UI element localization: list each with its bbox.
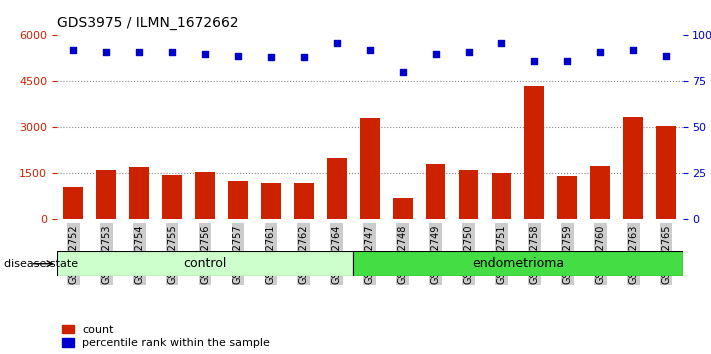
Bar: [656, 126, 676, 219]
Bar: [97, 170, 116, 219]
Point: [463, 49, 474, 55]
Bar: [129, 167, 149, 219]
Bar: [261, 183, 281, 219]
Bar: [294, 183, 314, 219]
Bar: [590, 166, 610, 219]
FancyBboxPatch shape: [353, 251, 683, 276]
Bar: [327, 158, 347, 219]
Point: [397, 69, 408, 75]
Point: [594, 49, 606, 55]
Point: [529, 58, 540, 64]
Bar: [557, 176, 577, 219]
Legend: count, percentile rank within the sample: count, percentile rank within the sample: [63, 325, 270, 348]
Text: endometrioma: endometrioma: [472, 257, 564, 270]
Point: [628, 47, 639, 53]
Bar: [426, 164, 446, 219]
Point: [134, 49, 145, 55]
Point: [364, 47, 375, 53]
Bar: [196, 172, 215, 219]
Text: control: control: [183, 257, 227, 270]
Point: [661, 53, 672, 58]
Bar: [392, 198, 412, 219]
Point: [100, 49, 112, 55]
Bar: [162, 175, 182, 219]
Bar: [459, 170, 479, 219]
Bar: [360, 118, 380, 219]
Bar: [491, 173, 511, 219]
Point: [562, 58, 573, 64]
Point: [199, 51, 210, 57]
Bar: [525, 86, 544, 219]
Point: [265, 55, 277, 60]
Point: [331, 40, 343, 46]
Text: disease state: disease state: [4, 259, 77, 269]
Point: [68, 47, 79, 53]
Point: [430, 51, 442, 57]
Point: [232, 53, 244, 58]
Bar: [624, 117, 643, 219]
FancyBboxPatch shape: [57, 251, 353, 276]
Point: [496, 40, 507, 46]
Point: [298, 55, 309, 60]
Bar: [63, 187, 83, 219]
Text: GDS3975 / ILMN_1672662: GDS3975 / ILMN_1672662: [57, 16, 238, 30]
Point: [166, 49, 178, 55]
Bar: [228, 181, 248, 219]
